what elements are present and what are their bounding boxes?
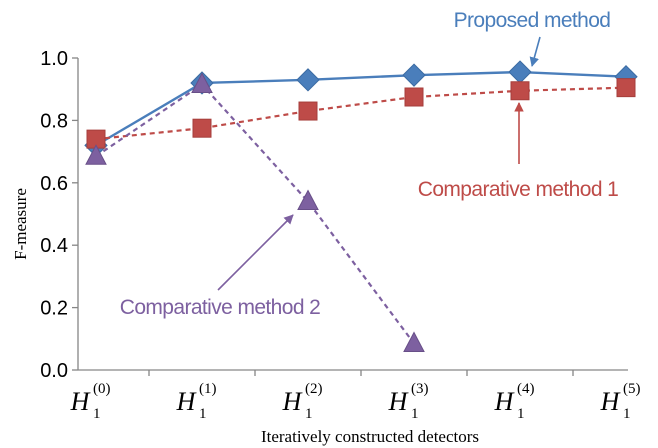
x-tick-label-main: H <box>176 387 197 416</box>
data-point-square <box>616 78 636 98</box>
series-line-0 <box>95 70 627 147</box>
data-point-triangle <box>85 144 107 165</box>
annotation-arrow <box>529 36 541 67</box>
x-tick-label: H 1 (0) <box>70 381 111 422</box>
data-point-square <box>510 81 530 101</box>
data-point-triangle <box>297 189 319 211</box>
annotation-1: Comparative method 1 <box>418 102 619 201</box>
annotation-label: Proposed method <box>454 9 611 32</box>
x-tick-label-sup: (2) <box>305 381 323 397</box>
x-tick-label-sub: 1 <box>411 406 419 422</box>
x-tick-label-sup: (5) <box>623 381 641 397</box>
y-tick-label: 0.6 <box>40 173 68 195</box>
x-tick-label-main: H <box>282 387 303 416</box>
data-point-square <box>192 118 212 138</box>
y-axis-title: F-measure <box>11 188 30 260</box>
data-point-square <box>298 101 318 121</box>
series-line-1 <box>95 86 627 141</box>
annotations: Proposed method Comparative method 1 Compa… <box>120 9 619 319</box>
x-tick-label: H 1 (1) <box>176 381 217 422</box>
series-lines <box>95 70 627 345</box>
x-axis-title: Iteratively constructed detectors <box>261 427 479 446</box>
chart-axes <box>72 57 628 376</box>
x-tick-label-sup: (0) <box>93 381 111 397</box>
x-tick-label-main: H <box>494 387 515 416</box>
x-tick-label-sub: 1 <box>93 406 101 422</box>
data-point-triangle <box>403 331 425 352</box>
x-tick-label-sub: 1 <box>305 406 313 422</box>
x-tick-label-main: H <box>600 387 621 416</box>
x-tick-label-sup: (3) <box>411 381 429 397</box>
x-tick-label-main: H <box>388 387 409 416</box>
x-tick-label: H 1 (3) <box>388 381 429 422</box>
x-tick-labels: H 1(0) H 1(1) H 1(2) H 1(3) H 1(4) H 1(5) <box>70 381 641 422</box>
y-tick-label: 0.0 <box>40 360 68 382</box>
x-tick-label-sub: 1 <box>517 406 525 422</box>
data-point-diamond <box>508 60 532 84</box>
data-point-diamond <box>296 68 320 92</box>
data-point-square <box>404 87 424 107</box>
x-tick-label: H 1 (5) <box>600 381 641 422</box>
y-tick-label: 0.8 <box>40 110 68 132</box>
x-tick-label-sub: 1 <box>623 406 631 422</box>
annotation-0: Proposed method <box>454 9 611 67</box>
y-tick-label: 0.4 <box>40 235 68 257</box>
y-tick-label: 0.2 <box>40 298 68 320</box>
y-tick-labels: 0.0 0.2 0.4 0.6 0.8 1.0 <box>40 48 68 382</box>
x-tick-label: H 1 (4) <box>494 381 535 422</box>
x-tick-label-sub: 1 <box>199 406 207 422</box>
series-markers <box>84 60 638 352</box>
series-line-2 <box>95 83 415 345</box>
annotation-label: Comparative method 1 <box>418 178 618 201</box>
annotation-label: Comparative method 2 <box>120 296 320 319</box>
x-tick-label-sup: (1) <box>199 381 217 397</box>
x-tick-label: H 1 (2) <box>282 381 323 422</box>
data-point-diamond <box>402 63 426 87</box>
annotation-2: Comparative method 2 <box>120 214 321 319</box>
data-point-triangle <box>191 72 213 94</box>
x-tick-label-main: H <box>70 387 91 416</box>
annotation-arrow <box>217 214 294 291</box>
y-tick-label: 1.0 <box>40 48 68 70</box>
x-tick-label-sup: (4) <box>517 381 535 397</box>
